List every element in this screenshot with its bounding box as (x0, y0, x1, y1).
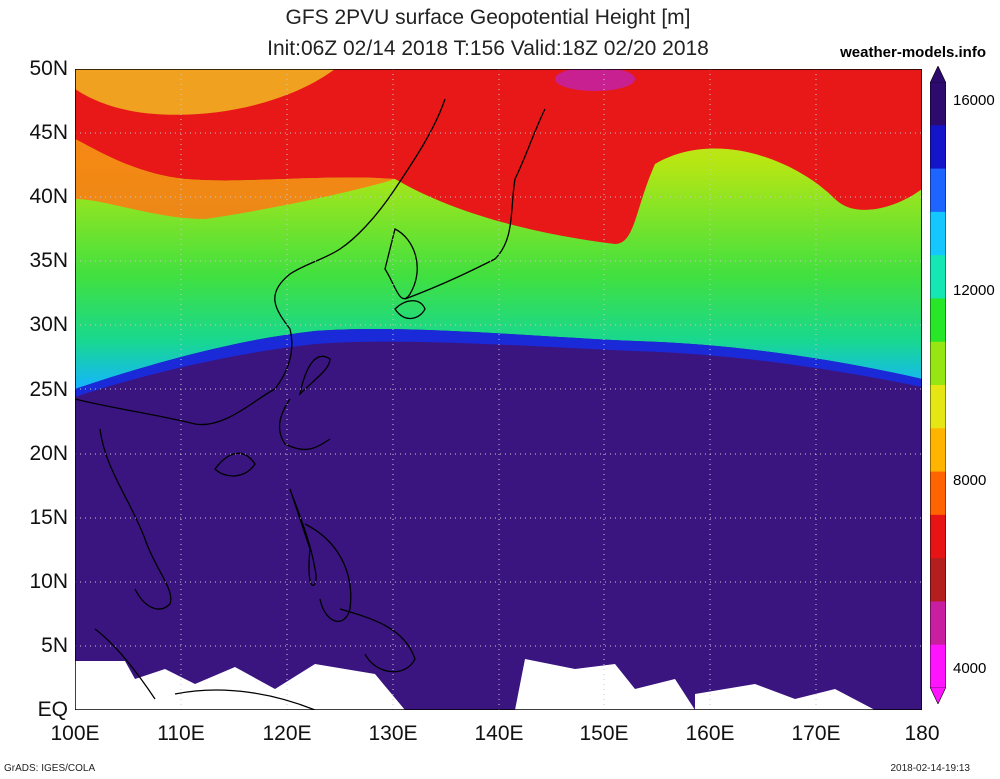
lon-label-180: 180 (904, 722, 940, 745)
lat-lon-grid (75, 69, 922, 710)
lat-label-35n: 35N (29, 249, 68, 272)
colorbar (930, 82, 946, 688)
lat-label-30n: 30N (29, 313, 68, 336)
lat-label-50n: 50N (29, 57, 68, 80)
lat-label-20n: 20N (29, 442, 68, 465)
lon-label-110e: 110E (157, 722, 205, 745)
colorbar-step (930, 125, 946, 170)
colorbar-top-arrow (930, 66, 946, 83)
magenta-core (555, 69, 635, 91)
lat-label-25n: 25N (29, 378, 68, 401)
lon-label-140e: 140E (474, 722, 524, 745)
coastlines (75, 98, 546, 710)
brand-label: weather-models.info (840, 44, 986, 61)
colorbar-step (930, 471, 946, 516)
colorbar-bottom-arrow (930, 687, 946, 704)
lat-label-eq: EQ (37, 698, 68, 721)
northwest-warm-zone (75, 69, 335, 115)
colorbar-step (930, 168, 946, 213)
colorbar-step (930, 341, 946, 386)
lat-label-40n: 40N (29, 185, 68, 208)
missing-data-central (515, 659, 695, 710)
lat-label-5n: 5N (41, 634, 68, 657)
colorbar-step (930, 428, 946, 473)
colorbar-label-8000: 8000 (953, 472, 987, 489)
colorbar-step (930, 385, 946, 429)
colorbar-step (930, 82, 946, 126)
jet-edge (75, 328, 922, 397)
polar-low-region (75, 69, 922, 244)
colorbar-step (930, 558, 946, 602)
colorbar-step (930, 514, 946, 559)
colorbar-label-4000: 4000 (953, 660, 987, 677)
colorbar-step (930, 255, 946, 299)
lon-label-160e: 160E (685, 722, 735, 745)
lat-label-45n: 45N (29, 121, 68, 144)
missing-data-east (695, 684, 875, 710)
colorbar-step (930, 644, 946, 688)
lon-label-120e: 120E (262, 722, 312, 745)
lon-label-170e: 170E (791, 722, 841, 745)
lon-label-130e: 130E (368, 722, 418, 745)
colorbar-step (930, 601, 946, 646)
lon-label-150e: 150E (579, 722, 629, 745)
missing-data-west (75, 661, 405, 710)
lon-label-100e: 100E (50, 722, 100, 745)
footer-timestamp: 2018-02-14-19:13 (890, 763, 970, 774)
colorbar-steps (930, 82, 946, 688)
footer-grads: GrADS: IGES/COLA (4, 763, 96, 774)
title-line-2: Init:06Z 02/14 2018 T:156 Valid:18Z 02/2… (267, 37, 709, 60)
lat-label-15n: 15N (29, 506, 68, 529)
lat-label-10n: 10N (29, 570, 68, 593)
colorbar-label-16000: 16000 (953, 92, 995, 109)
colorbar-step (930, 211, 946, 256)
colorbar-step (930, 298, 946, 343)
colorbar-label-12000: 12000 (953, 282, 995, 299)
orange-zone (75, 139, 395, 219)
title-line-1: GFS 2PVU surface Geopotential Height [m] (285, 6, 691, 29)
map-plot (75, 69, 922, 710)
